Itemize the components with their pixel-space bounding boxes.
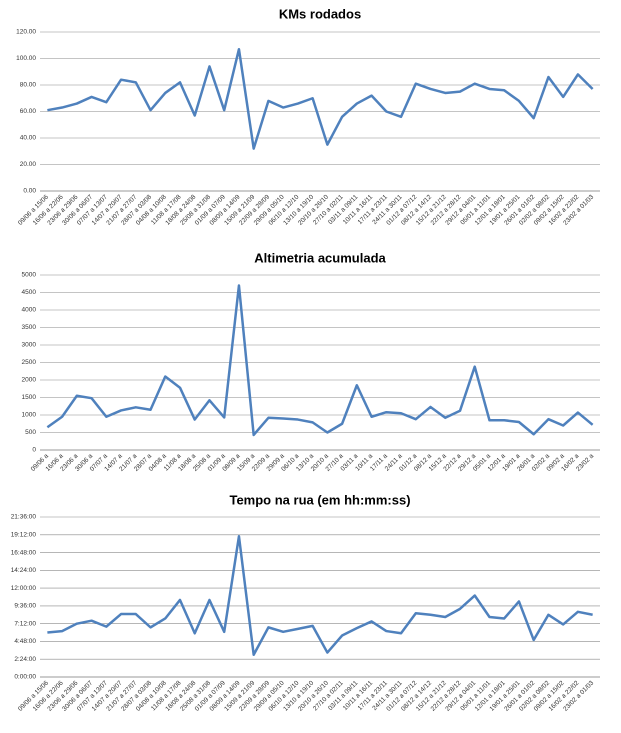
y-tick-label: 20.00 (20, 161, 37, 168)
y-tick-label: 1500 (22, 394, 37, 401)
y-tick-label: 0:00:00 (14, 674, 36, 681)
y-tick-label: 14:24:00 (11, 567, 37, 574)
data-line (47, 535, 593, 657)
y-tick-label: 120.00 (16, 29, 36, 36)
y-tick-label: 80.00 (20, 82, 37, 89)
y-tick-label: 7:12:00 (14, 620, 36, 627)
y-tick-label: 2:24:00 (14, 656, 36, 663)
y-tick-label: 12:00:00 (11, 585, 37, 592)
chart-title: Tempo na rua (em hh:mm:ss) (229, 492, 410, 507)
y-tick-label: 3000 (22, 342, 37, 349)
y-tick-label: 4000 (22, 307, 37, 314)
y-tick-label: 4500 (22, 289, 37, 296)
y-tick-label: 3500 (22, 324, 37, 331)
y-tick-label: 0 (32, 447, 36, 454)
y-tick-label: 100.00 (16, 55, 36, 62)
y-tick-label: 0.00 (23, 188, 36, 195)
y-tick-label: 9:36:00 (14, 603, 36, 610)
y-tick-label: 40.00 (20, 135, 37, 142)
y-tick-label: 2000 (22, 377, 37, 384)
data-line (46, 284, 594, 437)
y-tick-label: 2500 (22, 359, 37, 366)
y-tick-label: 500 (25, 429, 36, 436)
y-tick-label: 1000 (22, 412, 37, 419)
y-tick-label: 5000 (22, 272, 37, 279)
y-tick-label: 19:12:00 (11, 531, 37, 538)
data-line (47, 47, 594, 150)
y-tick-label: 16:48:00 (11, 549, 37, 556)
chart-title: Altimetria acumulada (254, 250, 386, 265)
y-tick-label: 60.00 (20, 108, 37, 115)
y-tick-label: 21:36:00 (11, 514, 37, 521)
y-tick-label: 4:48:00 (14, 638, 36, 645)
chart-title: KMs rodados (279, 6, 361, 21)
